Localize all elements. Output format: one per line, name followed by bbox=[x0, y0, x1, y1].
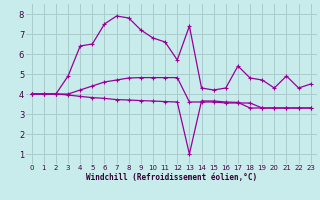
X-axis label: Windchill (Refroidissement éolien,°C): Windchill (Refroidissement éolien,°C) bbox=[86, 173, 257, 182]
